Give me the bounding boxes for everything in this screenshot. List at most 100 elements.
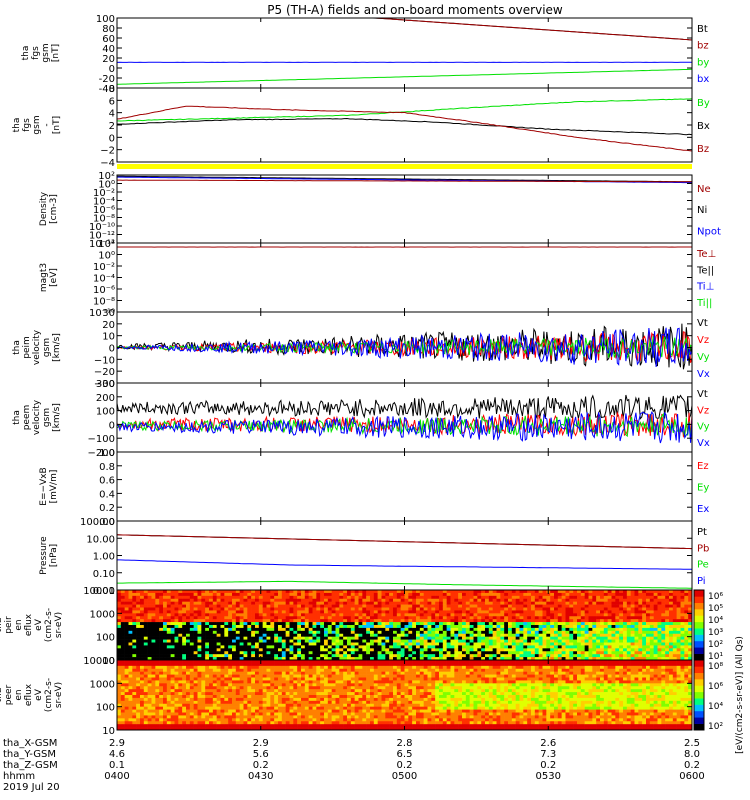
spectrogram-cell: [385, 619, 390, 623]
spectrogram-cell: [623, 645, 628, 649]
spectrogram-cell: [278, 613, 283, 617]
spectrogram-cell: [193, 674, 198, 678]
spectrogram-cell: [657, 657, 662, 661]
spectrogram-cell: [396, 636, 401, 640]
spectrogram-cell: [557, 625, 562, 629]
spectrogram-cell: [607, 610, 612, 614]
spectrogram-cell: [170, 642, 175, 646]
spectrogram-cell: [350, 627, 355, 632]
y-tick-label: 20: [102, 320, 115, 331]
spectrogram-cell: [469, 639, 474, 643]
spectrogram-cell: [140, 616, 145, 620]
spectrogram-cell: [492, 636, 497, 640]
spectrogram-cell: [454, 592, 459, 597]
spectrogram-cell: [676, 636, 681, 640]
spectrogram-cell: [159, 721, 164, 725]
spectrogram-cell: [504, 592, 509, 597]
spectrogram-cell: [519, 607, 524, 611]
spectrogram-cell: [308, 619, 313, 623]
spectrogram-cell: [339, 648, 344, 652]
spectrogram-cell: [163, 671, 168, 675]
spectrogram-cell: [197, 595, 202, 600]
spectrogram-cell: [538, 651, 543, 655]
spectrogram-cell: [584, 642, 589, 646]
spectrogram-cell: [396, 590, 401, 594]
spectrogram-cell: [155, 724, 160, 728]
spectrogram-cell: [511, 625, 516, 629]
spectrogram-cell: [243, 627, 248, 632]
spectrogram-cell: [201, 610, 206, 614]
spectrogram-cell: [197, 724, 202, 728]
spectrogram-cell: [523, 592, 528, 597]
spectrogram-cell: [232, 651, 237, 655]
spectrogram-cell: [159, 660, 164, 664]
spectrogram-cell: [569, 627, 574, 632]
spectrogram-cell: [669, 625, 674, 629]
spectrogram-cell: [174, 660, 179, 664]
spectrogram-cell: [320, 645, 325, 649]
spectrogram-cell: [450, 590, 455, 594]
spectrogram-cell: [189, 601, 194, 605]
spectrogram-cell: [577, 607, 582, 611]
spectrogram-cell: [143, 709, 148, 713]
spectrogram-cell: [239, 668, 244, 672]
spectrogram-cell: [304, 622, 309, 626]
spectrogram-cell: [327, 595, 332, 600]
spectrogram-cell: [197, 671, 202, 675]
spectrogram-cell: [496, 636, 501, 640]
spectrogram-cell: [508, 633, 513, 637]
spectrogram-cell: [209, 727, 214, 731]
spectrogram-cell: [607, 625, 612, 629]
spectrogram-cell: [235, 592, 240, 597]
spectrogram-cell: [166, 648, 171, 652]
spectrogram-cell: [427, 654, 432, 658]
spectrogram-cell: [400, 595, 405, 600]
spectrogram-cell: [416, 625, 421, 629]
y-axis-label-line: velocity: [32, 329, 42, 365]
spectrogram-cell: [634, 607, 639, 611]
spectrogram-cell: [396, 595, 401, 600]
spectrogram-cell: [232, 630, 237, 635]
spectrogram-cell: [270, 654, 275, 658]
spectrogram-cell: [523, 657, 528, 661]
spectrogram-cell: [450, 622, 455, 626]
spectrogram-cell: [247, 706, 252, 710]
spectrogram-cell: [358, 607, 363, 611]
spectrogram-cell: [427, 625, 432, 629]
spectrogram-cell: [155, 592, 160, 597]
spectrogram-cell: [166, 706, 171, 710]
spectrogram-cell: [431, 610, 436, 614]
spectrogram-cell: [189, 595, 194, 600]
spectrogram-cell: [393, 645, 398, 649]
spectrogram-cell: [454, 651, 459, 655]
spectrogram-cell: [174, 718, 179, 722]
spectrogram-cell: [128, 645, 133, 649]
spectrogram-cell: [197, 630, 202, 635]
spectrogram-cell: [220, 709, 225, 713]
spectrogram-cell: [128, 671, 133, 675]
spectrogram-cell: [220, 630, 225, 635]
spectrogram-cell: [312, 616, 317, 620]
spectrogram-cell: [251, 709, 256, 713]
spectrogram-cell: [442, 654, 447, 658]
spectrogram-cell: [496, 648, 501, 652]
spectrogram-cell: [174, 665, 179, 670]
spectrogram-cell: [680, 595, 685, 600]
legend-entry: By: [697, 98, 710, 109]
spectrogram-cell: [232, 668, 237, 672]
spectrogram-cell: [450, 654, 455, 658]
spectrogram-cell: [354, 592, 359, 597]
spectrogram-cell: [140, 668, 145, 672]
y-axis-label-line: [km/s]: [52, 333, 62, 362]
spectrogram-cell: [266, 709, 271, 713]
spectrogram-cell: [159, 668, 164, 672]
spectrogram-cell: [504, 598, 509, 602]
spectrogram-cell: [274, 625, 279, 629]
spectrogram-cell: [423, 613, 428, 617]
spectrogram-cell: [174, 627, 179, 632]
spectrogram-cell: [634, 645, 639, 649]
spectrogram-cell: [270, 625, 275, 629]
spectrogram-cell: [519, 630, 524, 635]
spectrogram-cell: [519, 651, 524, 655]
spectrogram-cell: [607, 651, 612, 655]
